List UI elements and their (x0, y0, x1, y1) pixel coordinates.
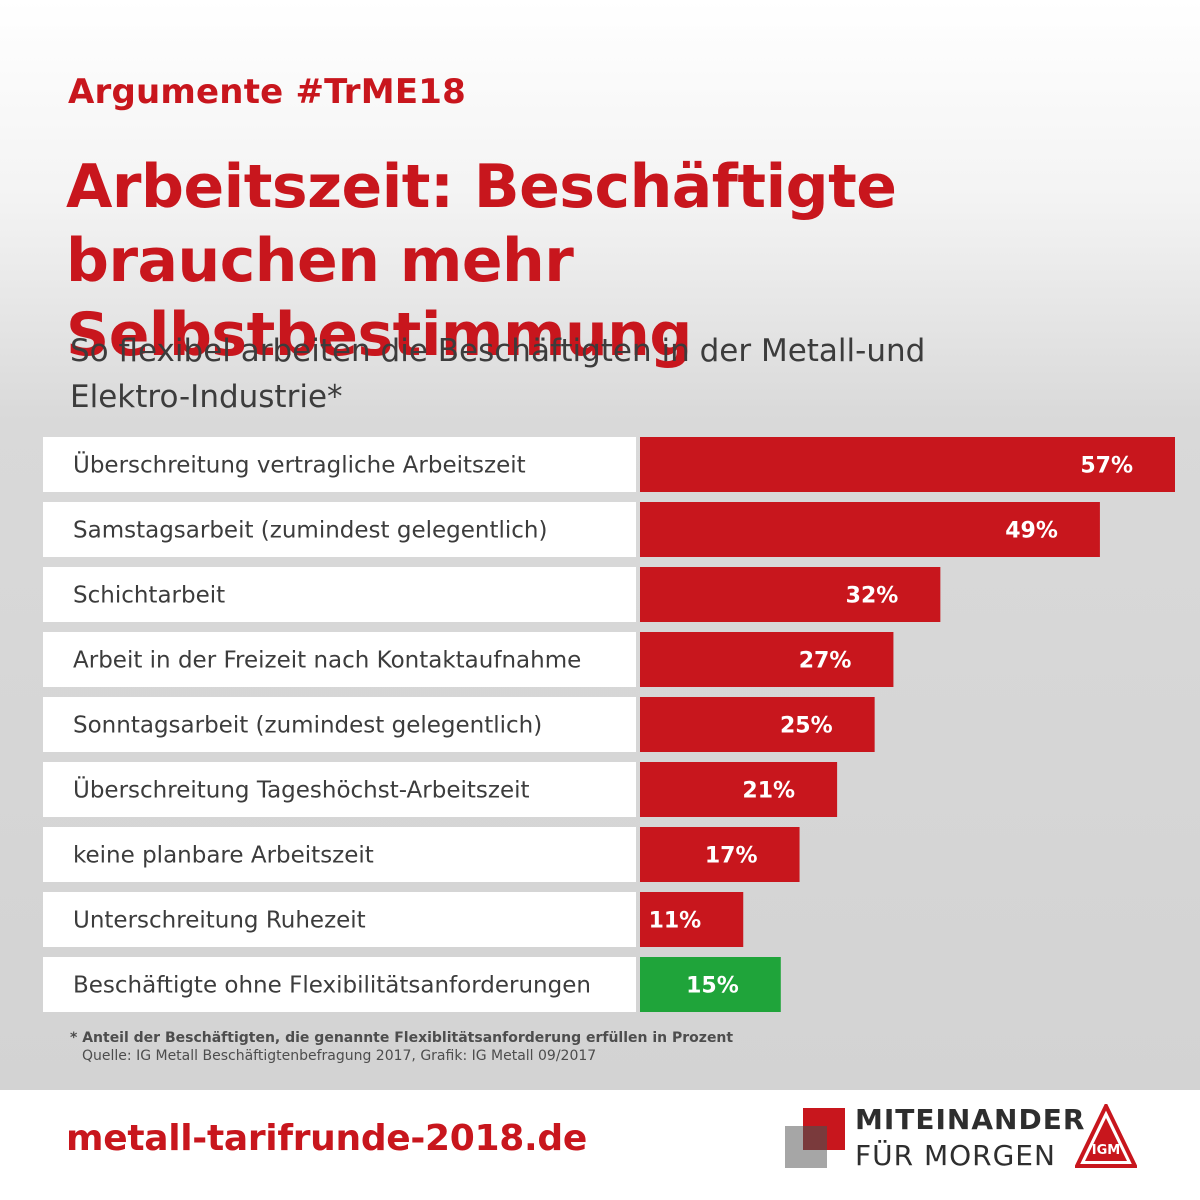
value-label: 11% (649, 909, 702, 934)
value-label: 21% (742, 779, 795, 804)
category-label: keine planbare Arbeitszeit (73, 843, 374, 869)
value-label: 25% (780, 714, 833, 739)
category-label: Beschäftigte ohne Flexibilitätsanforderu… (73, 973, 591, 999)
category-label: Sonntagsarbeit (zumindest gelegentlich) (73, 713, 542, 739)
bar-row: Beschäftigte ohne Flexibilitätsanforderu… (43, 957, 781, 1012)
bar-row: Überschreitung Tageshöchst-Arbeitszeit 21… (43, 762, 838, 817)
category-label: Schichtarbeit (73, 583, 225, 609)
bar (640, 437, 1175, 492)
category-label: Überschreitung vertragliche Arbeitszeit (73, 451, 526, 479)
bar-row: Unterschreitung Ruhezeit 11% (43, 892, 744, 947)
ig-metall-logo-text: IGM (1092, 1143, 1120, 1158)
row-label-panel (43, 632, 636, 687)
bar (640, 632, 894, 687)
row-label-panel (43, 957, 636, 1012)
footnote: * Anteil der Beschäftigten, die genannte… (70, 1029, 733, 1065)
bar (640, 762, 838, 817)
chart-subtitle: So flexibel arbeiten die Beschäftigten i… (70, 333, 926, 415)
value-label: 15% (686, 974, 739, 999)
footer-bar (0, 1090, 1200, 1200)
bar (640, 892, 744, 947)
category-label: Samstagsarbeit (zumindest gelegentlich) (73, 518, 547, 544)
row-label-panel (43, 502, 636, 557)
kicker-hashtag: Argumente #TrME18 (68, 72, 466, 112)
slogan-line-1: MITEINANDER (855, 1103, 1086, 1136)
row-label-panel (43, 762, 636, 817)
category-label: Überschreitung Tageshöchst-Arbeitszeit (73, 776, 530, 804)
value-label: 17% (705, 844, 758, 869)
footnote-source: Quelle: IG Metall Beschäftigtenbefragung… (82, 1048, 597, 1064)
category-label: Unterschreitung Ruhezeit (73, 908, 366, 934)
value-label: 27% (799, 649, 852, 674)
footnote-definition: * Anteil der Beschäftigten, die genannte… (70, 1030, 734, 1046)
bar (640, 697, 875, 752)
value-label: 32% (846, 584, 899, 609)
page-title: Arbeitszeit: Beschäftigte brauchen mehr … (66, 152, 897, 370)
campaign-logo-squares (785, 1108, 845, 1168)
bar-row: keine planbare Arbeitszeit 17% (43, 827, 800, 882)
bar-row: Arbeit in der Freizeit nach Kontaktaufna… (43, 632, 894, 687)
value-label: 49% (1005, 519, 1058, 544)
slogan-line-2: FÜR MORGEN (855, 1139, 1056, 1172)
row-label-panel (43, 697, 636, 752)
row-label-panel (43, 437, 636, 492)
campaign-url: metall-tarifrunde-2018.de (66, 1118, 588, 1159)
bar (640, 502, 1100, 557)
row-label-panel (43, 567, 636, 622)
value-label: 57% (1080, 454, 1133, 479)
row-label-panel (43, 892, 636, 947)
bar (640, 567, 941, 622)
bar (640, 957, 781, 1012)
bar-row: Schichtarbeit 32% (43, 567, 941, 622)
campaign-slogan: MITEINANDER FÜR MORGEN (855, 1102, 1085, 1174)
row-label-panel (43, 827, 636, 882)
ig-metall-logo-icon: IGM (1075, 1104, 1137, 1168)
bar (640, 827, 800, 882)
category-label: Arbeit in der Freizeit nach Kontaktaufna… (73, 648, 581, 674)
bar-row: Überschreitung vertragliche Arbeitszeit 5… (43, 437, 1175, 492)
bar-row: Samstagsarbeit (zumindest gelegentlich) 4… (43, 502, 1100, 557)
bar-row: Sonntagsarbeit (zumindest gelegentlich) 2… (43, 697, 875, 752)
